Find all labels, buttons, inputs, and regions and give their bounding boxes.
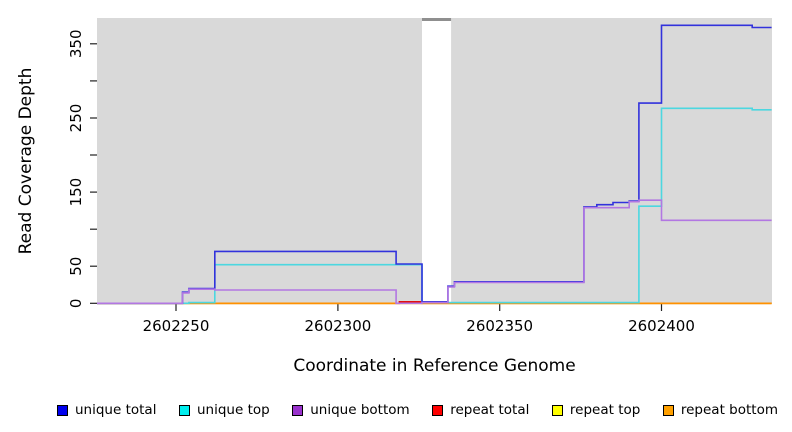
y-tick-label: 250 (67, 104, 85, 133)
legend-swatch-icon (432, 404, 444, 416)
legend-label: unique total (75, 402, 157, 418)
legend: unique total unique top unique bottom repea… (0, 398, 792, 422)
legend-label: repeat total (450, 402, 530, 418)
legend-label: unique top (197, 402, 270, 418)
legend-swatch-icon (179, 404, 190, 416)
legend-swatch-icon (662, 404, 674, 416)
series-unique-bottom (97, 199, 772, 305)
x-tick-label: 2602250 (143, 317, 210, 335)
legend-swatch-icon (292, 404, 304, 416)
masked-region-cap (422, 18, 452, 21)
x-tick-label: 2602350 (466, 317, 533, 335)
y-tick-label: 0 (67, 299, 85, 309)
legend-label: repeat top (569, 402, 641, 418)
legend-swatch-icon (57, 404, 68, 416)
x-tick-label: 2602300 (304, 317, 371, 335)
legend-item-unique-bottom: unique bottom (292, 402, 410, 418)
legend-label: repeat bottom (680, 402, 778, 418)
y-tick-label: 50 (67, 257, 85, 276)
legend-item-unique-top: unique top (179, 402, 270, 418)
y-tick-label: 350 (67, 29, 85, 58)
legend-label: unique bottom (310, 402, 410, 418)
legend-item-repeat-total: repeat total (432, 402, 529, 418)
legend-swatch-icon (551, 404, 563, 416)
coverage-plot-svg: 2602250 2602300 2602350 2602400 0 50 150 250 350 (67, 18, 772, 335)
series-unique-top (97, 107, 772, 305)
x-tick-label: 2602400 (628, 317, 695, 335)
legend-item-unique-total: unique total (57, 402, 156, 418)
masked-region (422, 18, 452, 304)
legend-item-repeat-top: repeat top (551, 402, 641, 418)
x-axis-title: Coordinate in Reference Genome (293, 356, 576, 376)
y-tick-label: 150 (67, 178, 85, 207)
legend-item-repeat-bottom: repeat bottom (662, 402, 778, 418)
y-axis-title: Read Coverage Depth (16, 67, 36, 255)
